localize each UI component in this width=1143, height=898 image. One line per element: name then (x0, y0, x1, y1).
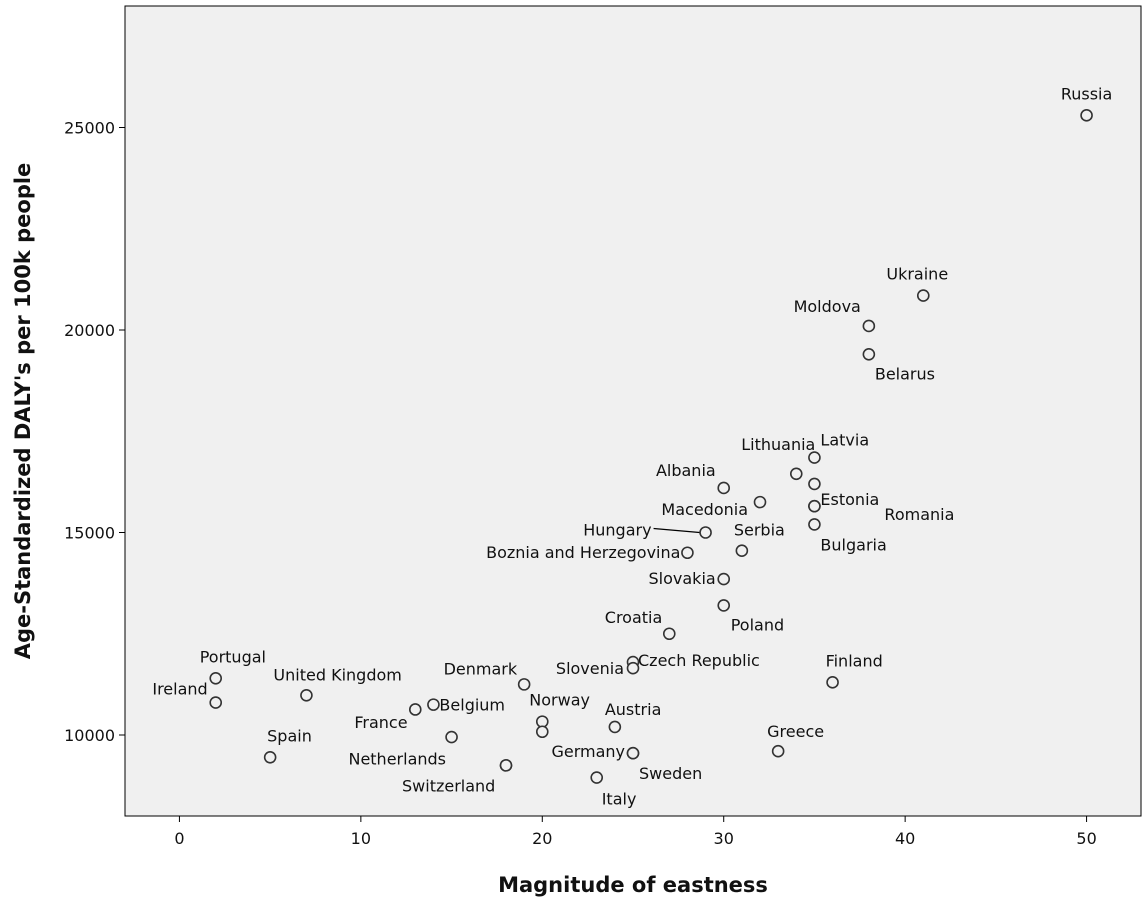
data-point (717, 481, 731, 495)
point-label: Slovenia (556, 659, 624, 678)
x-tick-label: 40 (895, 829, 915, 848)
data-point (699, 526, 712, 539)
point-label: Spain (267, 726, 312, 745)
data-point (445, 730, 458, 744)
point-label: United Kingdom (273, 665, 401, 684)
data-point (608, 720, 622, 734)
data-point (808, 451, 821, 464)
data-point (300, 689, 313, 702)
point-label: Norway (529, 691, 590, 710)
data-point (735, 544, 749, 558)
data-point (209, 671, 223, 685)
leader-line (653, 527, 700, 534)
point-label: Croatia (605, 608, 663, 627)
point-label: Portugal (200, 647, 266, 666)
point-label: Latvia (820, 431, 869, 450)
point-label: Hungary (583, 521, 651, 540)
y-tick-label: 20000 (64, 321, 115, 340)
data-point (681, 546, 694, 560)
point-label: Denmark (444, 659, 518, 678)
data-point (427, 698, 440, 711)
point-label: Slovakia (649, 569, 716, 588)
data-point (662, 627, 676, 641)
x-tick-label: 50 (1076, 829, 1096, 848)
point-label: France (354, 713, 407, 732)
point-label: Macedonia (661, 500, 748, 519)
point-label: Austria (605, 700, 662, 719)
data-point (209, 696, 223, 709)
x-axis: 0 10 20 30 40 50 (174, 816, 1097, 848)
point-label: Switzerland (402, 776, 495, 795)
data-point (1080, 109, 1093, 122)
data-point (862, 347, 876, 361)
x-tick-label: 30 (714, 829, 734, 848)
point-label: Romania (884, 505, 954, 524)
point-label: Russia (1061, 84, 1112, 103)
data-point (808, 518, 821, 531)
data-point (499, 759, 513, 772)
point-label: Serbia (734, 521, 785, 540)
point-label: Belgium (439, 696, 505, 715)
point-label: Albania (656, 461, 716, 480)
data-point (808, 477, 821, 491)
y-tick-label: 15000 (64, 524, 115, 543)
plot-area (124, 5, 1142, 817)
data-point (626, 661, 640, 675)
y-axis-title: Age-Standardized DALY's per 100k people (11, 163, 35, 660)
y-tick-label: 25000 (64, 119, 115, 138)
point-label: Italy (602, 790, 637, 809)
data-point (263, 750, 277, 764)
x-tick-label: 20 (532, 829, 552, 848)
x-tick-label: 10 (351, 829, 371, 848)
x-tick-label: 0 (174, 829, 184, 848)
data-point (408, 703, 422, 716)
data-point (535, 725, 549, 739)
data-point (626, 746, 640, 760)
data-point (862, 319, 876, 333)
point-label: Sweden (639, 764, 702, 783)
point-labels: Russia Ukraine Moldova Belarus Latvia Lithuan… (152, 84, 1112, 808)
y-axis: 10000 15000 20000 25000 (64, 119, 125, 745)
data-point (717, 599, 731, 612)
data-point (808, 499, 821, 513)
x-axis-title: Magnitude of eastness (498, 873, 768, 897)
point-label: Lithuania (741, 435, 815, 454)
point-label: Czech Republic (638, 651, 760, 670)
point-label: Boznia and Herzegovina (486, 543, 680, 562)
y-tick-label: 10000 (64, 726, 115, 745)
data-point (517, 678, 531, 691)
point-label: Netherlands (348, 749, 446, 768)
point-label: Estonia (820, 490, 879, 509)
data-point (789, 467, 803, 481)
point-label: Germany (551, 742, 625, 761)
data-point (826, 676, 839, 689)
data-point (753, 495, 767, 509)
point-label: Greece (767, 722, 824, 741)
point-label: Ukraine (886, 265, 948, 284)
point-label: Poland (731, 615, 784, 634)
point-label: Finland (826, 651, 883, 670)
point-label: Ireland (152, 680, 207, 699)
point-label: Bulgaria (820, 535, 886, 554)
data-point (916, 289, 930, 302)
data-point (590, 771, 604, 784)
point-label: Belarus (875, 364, 935, 383)
data-point (717, 572, 731, 586)
point-label: Moldova (794, 297, 861, 316)
data-point (771, 744, 785, 758)
data-points (209, 109, 1093, 784)
